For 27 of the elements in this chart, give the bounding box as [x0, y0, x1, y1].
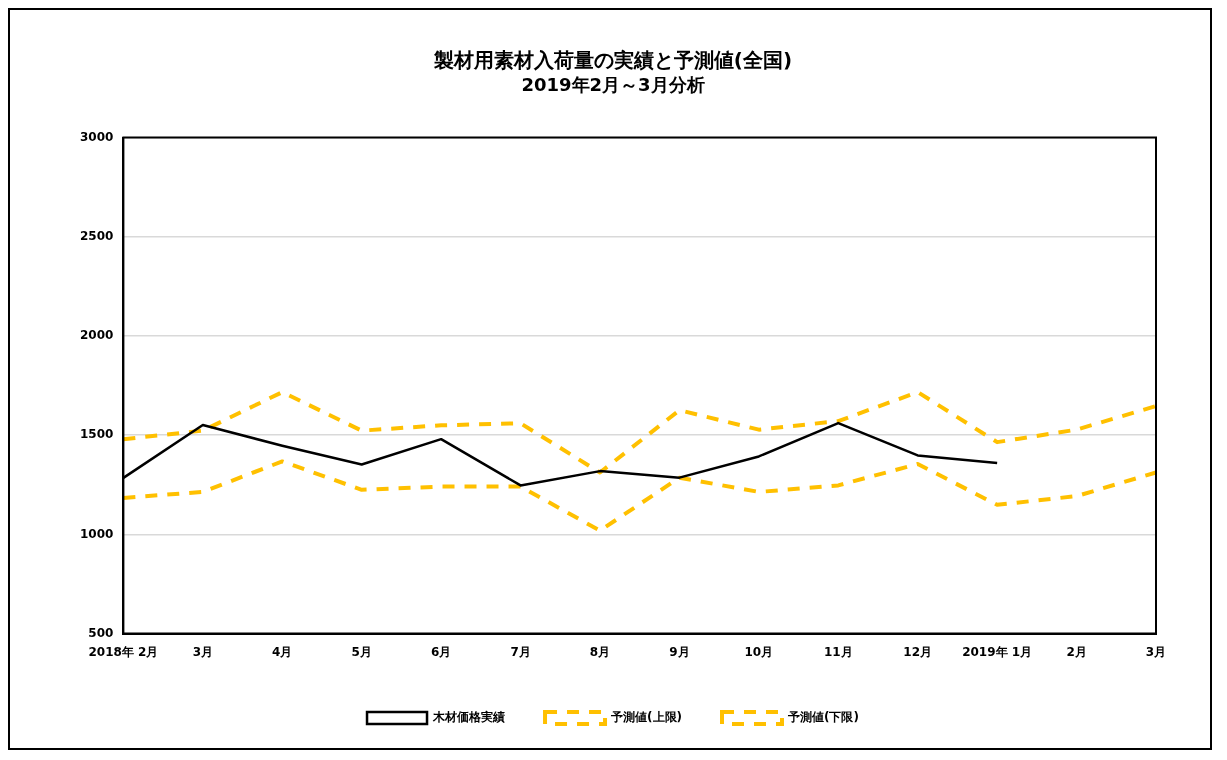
chart-title: 製材用素材入荷量の実績と予測値(全国): [432, 48, 793, 73]
x-tick-label: 2月: [1066, 644, 1087, 659]
legend-label: 予測値(下限): [787, 710, 859, 725]
line-series: [121, 459, 1158, 533]
x-tick-label: 9月: [669, 644, 690, 659]
x-tick-label: 6月: [430, 644, 452, 659]
legend-label: 木材価格実績: [432, 710, 506, 725]
y-tick-label: 2500: [79, 228, 114, 243]
x-tick-label: 8月: [589, 644, 611, 659]
x-tick-label: 7月: [510, 644, 531, 659]
y-tick-label: 1000: [79, 526, 114, 541]
x-tick-label: 10月: [744, 644, 774, 659]
x-tick-label: 5月: [351, 644, 372, 659]
x-tick-label: 3月: [192, 644, 214, 659]
chart-subtitle: 2019年2月～3月分析: [521, 74, 705, 96]
y-tick-label: 500: [88, 625, 114, 640]
x-tick-label: 2018年 2月: [88, 644, 159, 659]
legend-label: 予測値(上限): [610, 710, 682, 725]
x-tick-label: 11月: [823, 644, 853, 659]
y-tick-label: 2000: [79, 328, 114, 343]
x-tick-label: 4月: [272, 644, 293, 659]
x-tick-label: 12月: [903, 644, 933, 659]
y-tick-label: 1500: [79, 427, 114, 442]
line-series: [121, 390, 1158, 475]
x-tick-label: 3月: [1145, 644, 1167, 659]
x-tick-label: 2019年 1月: [962, 644, 1033, 659]
y-tick-label: 3000: [79, 129, 114, 144]
